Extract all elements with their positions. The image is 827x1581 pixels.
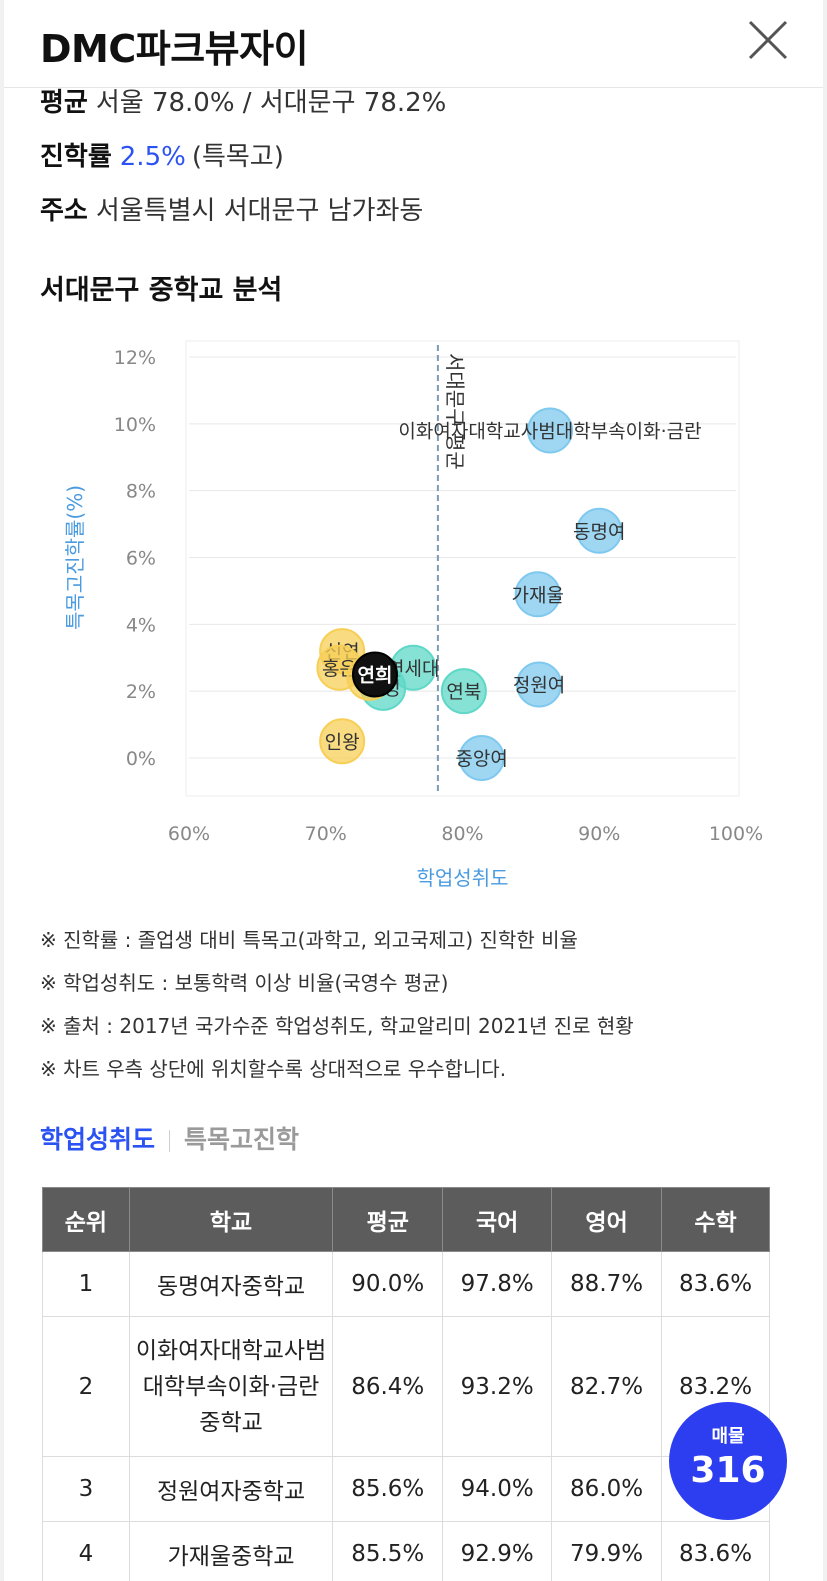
data-point-label: 가재울 bbox=[511, 584, 563, 606]
rank-cell: 3 bbox=[42, 1456, 130, 1522]
table-row[interactable]: 4 가재울중학교 85.5% 92.9% 79.9% 83.6% bbox=[42, 1521, 770, 1581]
data-point-label: 정원여 bbox=[513, 674, 565, 696]
x-tick-label: 90% bbox=[578, 823, 620, 845]
header-average: 평균 bbox=[332, 1187, 444, 1252]
korean-cell: 94.0% bbox=[442, 1456, 553, 1522]
average-cell: 85.6% bbox=[332, 1456, 444, 1522]
y-tick-label: 12% bbox=[114, 347, 156, 369]
data-point bbox=[516, 661, 563, 708]
korean-cell: 92.9% bbox=[442, 1521, 553, 1581]
data-point bbox=[319, 718, 366, 765]
data-point bbox=[576, 507, 623, 554]
close-icon bbox=[748, 20, 788, 60]
close-button[interactable] bbox=[746, 18, 790, 62]
ranking-table: 순위 학교 평균 국어 영어 수학 1 동명여자중학교 90.0% 97.8% … bbox=[42, 1187, 770, 1581]
table-row[interactable]: 1 동명여자중학교 90.0% 97.8% 88.7% 83.6% bbox=[42, 1251, 770, 1317]
plot-area bbox=[185, 340, 740, 797]
data-point bbox=[458, 735, 505, 781]
english-cell: 88.7% bbox=[551, 1251, 663, 1317]
ranking-tabs: 학업성취도 특목고진학 bbox=[40, 1120, 299, 1156]
data-point-label: 연희 bbox=[357, 664, 392, 686]
average-label: 평균 bbox=[40, 88, 88, 118]
listings-label: 매물 bbox=[711, 1426, 745, 1447]
header-school: 학교 bbox=[128, 1187, 334, 1252]
y-tick-label: 10% bbox=[114, 414, 156, 436]
x-tick-label: 80% bbox=[441, 823, 483, 845]
average-cell: 85.5% bbox=[332, 1521, 444, 1581]
address-label: 주소 bbox=[40, 196, 88, 226]
note-item: ※ 진학률 : 졸업생 대비 특목고(과학고, 외고국제고) 진학한 비율 bbox=[40, 928, 578, 952]
note-item: ※ 차트 우측 상단에 위치할수록 상대적으로 우수합니다. bbox=[40, 1057, 507, 1081]
data-point bbox=[351, 651, 398, 698]
rank-cell: 2 bbox=[42, 1316, 130, 1457]
school-cell: 정원여자중학교 bbox=[128, 1456, 334, 1522]
note-item: ※ 학업성취도 : 보통학력 이상 비율(국영수 평균) bbox=[40, 971, 449, 995]
y-tick-label: 0% bbox=[126, 748, 156, 770]
address-value: 서울특별시 서대문구 남가좌동 bbox=[95, 196, 424, 226]
english-cell: 82.7% bbox=[551, 1316, 663, 1457]
y-axis-title: 특목고진학률(%) bbox=[63, 485, 87, 630]
address-row: 주소 서울특별시 서대문구 남가좌동 bbox=[40, 190, 423, 227]
english-cell: 79.9% bbox=[551, 1521, 663, 1581]
school-cell: 이화여자대학교사범대학부속이화·금란중학교 bbox=[128, 1316, 334, 1457]
header-korean: 국어 bbox=[442, 1187, 553, 1252]
average-row: 평균 서울 78.0% / 서대문구 78.2% bbox=[40, 82, 446, 119]
table-row[interactable]: 2 이화여자대학교사범대학부속이화·금란중학교 86.4% 93.2% 82.7… bbox=[42, 1316, 770, 1457]
y-tick-label: 2% bbox=[126, 681, 156, 703]
x-tick-label: 100% bbox=[709, 823, 763, 845]
note-item: ※ 출처 : 2017년 국가수준 학업성취도, 학교알리미 2021년 진로 … bbox=[40, 1014, 634, 1038]
data-point bbox=[440, 668, 487, 715]
data-point-label: 중앙여 bbox=[455, 748, 507, 770]
rank-cell: 1 bbox=[42, 1251, 130, 1317]
data-point-label: 이화여자대학교사범대학부속이화·금란 bbox=[398, 421, 701, 443]
table-row[interactable]: 3 정원여자중학교 85.6% 94.0% 86.0% bbox=[42, 1456, 770, 1522]
advancement-note: (특목고) bbox=[191, 142, 284, 172]
x-tick-label: 70% bbox=[305, 823, 347, 845]
korean-cell: 97.8% bbox=[442, 1251, 553, 1317]
x-axis-title: 학업성취도 bbox=[417, 866, 509, 890]
english-cell: 86.0% bbox=[551, 1456, 663, 1522]
listings-button[interactable]: 매물 316 bbox=[669, 1402, 787, 1520]
korean-cell: 93.2% bbox=[442, 1316, 553, 1457]
rank-cell: 4 bbox=[42, 1521, 130, 1581]
tab-divider bbox=[169, 1130, 171, 1152]
header-math: 수학 bbox=[661, 1187, 770, 1252]
average-value: 서울 78.0% / 서대문구 78.2% bbox=[95, 88, 447, 118]
average-cell: 86.4% bbox=[332, 1316, 444, 1457]
data-point-label: 인왕 bbox=[325, 731, 360, 753]
y-tick-label: 4% bbox=[126, 614, 156, 636]
header-english: 영어 bbox=[551, 1187, 663, 1252]
y-tick-label: 8% bbox=[126, 481, 156, 503]
advancement-rate: 2.5% bbox=[119, 142, 186, 172]
average-cell: 90.0% bbox=[332, 1251, 444, 1317]
section-title: 서대문구 중학교 분석 bbox=[40, 275, 283, 306]
advancement-row: 진학률 2.5% (특목고) bbox=[40, 136, 284, 173]
page-title: DMC파크뷰자이 bbox=[40, 27, 309, 71]
x-tick-label: 60% bbox=[168, 823, 210, 845]
tab-special-school[interactable]: 특목고진학 bbox=[184, 1125, 300, 1154]
school-cell: 가재울중학교 bbox=[128, 1521, 334, 1581]
reference-line-label: 서대문구 평균 bbox=[443, 353, 467, 470]
school-scatter-chart: 0% 2% 4% 6% 8% 10% 12% 60% 70% 80% 90% 100% 학업성취도 특목고… bbox=[63, 340, 763, 890]
data-point bbox=[527, 407, 574, 454]
table-header-row: 순위 학교 평균 국어 영어 수학 bbox=[42, 1187, 770, 1252]
listings-count: 316 bbox=[690, 1450, 766, 1491]
tab-achievement[interactable]: 학업성취도 bbox=[40, 1125, 156, 1154]
header-rank: 순위 bbox=[42, 1187, 130, 1252]
advancement-label: 진학률 bbox=[40, 142, 112, 172]
chart-notes: ※ 진학률 : 졸업생 대비 특목고(과학고, 외고국제고) 진학한 비율 ※ … bbox=[40, 925, 634, 1097]
data-point-label: 동명여 bbox=[573, 521, 625, 543]
data-point-label: 연북 bbox=[446, 681, 481, 703]
math-cell: 83.6% bbox=[661, 1251, 770, 1317]
math-cell: 83.6% bbox=[661, 1521, 770, 1581]
school-cell: 동명여자중학교 bbox=[128, 1251, 334, 1317]
header: DMC파크뷰자이 bbox=[4, 0, 823, 88]
y-tick-label: 6% bbox=[126, 548, 156, 570]
data-point bbox=[514, 571, 561, 618]
